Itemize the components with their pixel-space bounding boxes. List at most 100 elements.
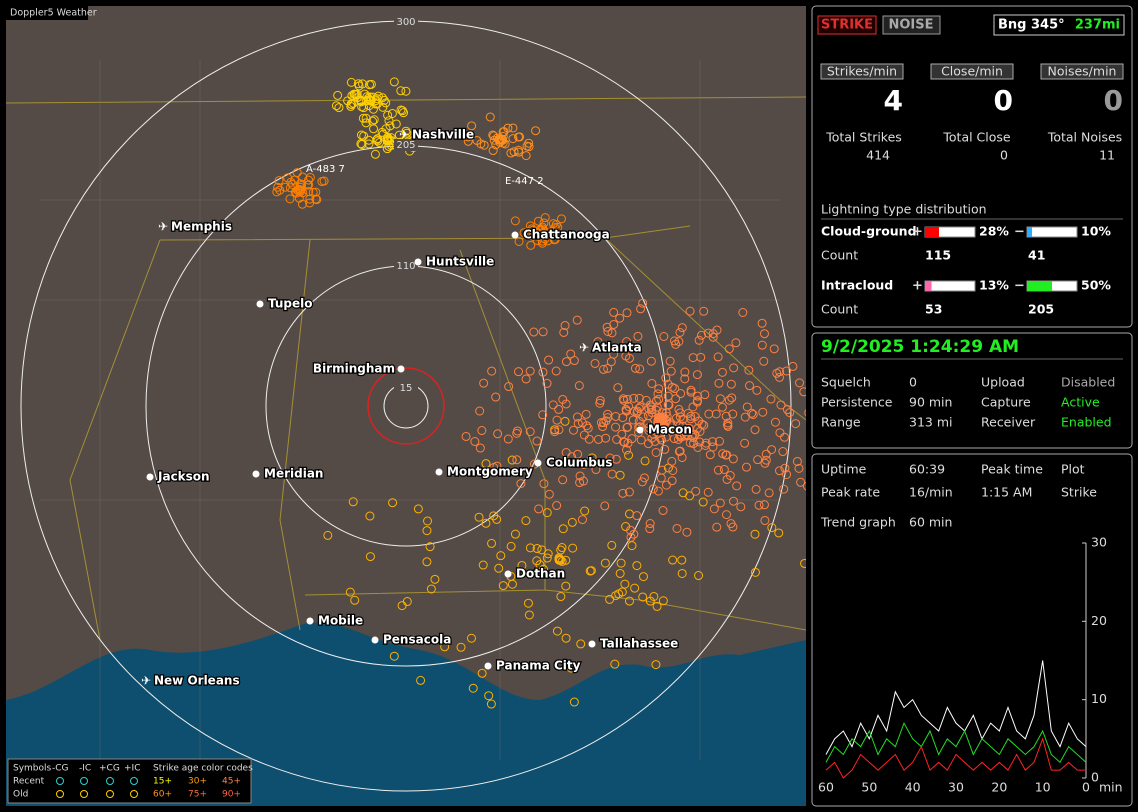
strike-symbol	[603, 363, 613, 373]
strike-symbol	[532, 235, 542, 245]
strike-symbol	[532, 436, 542, 446]
strike-symbol	[556, 214, 566, 224]
strike-symbol	[311, 194, 321, 204]
strike-symbol	[667, 476, 677, 486]
strike-symbol	[525, 543, 535, 553]
strike-symbol	[622, 308, 632, 318]
strike-symbol	[717, 402, 727, 412]
strike-symbol	[539, 218, 549, 228]
strike-symbol	[373, 91, 383, 101]
strike-symbol	[331, 101, 341, 111]
strike-symbol	[630, 363, 640, 373]
strike-symbol	[796, 477, 806, 487]
strike-symbol	[353, 79, 363, 89]
strike-symbol	[744, 365, 754, 375]
city-label: Montgomery	[447, 465, 533, 479]
airport-icon: ✈	[141, 674, 151, 688]
strike-symbol	[345, 587, 355, 597]
strike-button[interactable]	[817, 15, 877, 35]
strike-symbol	[651, 396, 661, 406]
strike-symbol	[721, 510, 731, 520]
strike-symbol	[620, 579, 630, 589]
strike-symbol	[677, 323, 687, 333]
strike-symbol	[489, 131, 499, 141]
strike-symbol	[600, 558, 610, 568]
sign: −	[1014, 279, 1025, 294]
strike-symbol	[573, 419, 583, 429]
strike-symbol	[643, 411, 653, 421]
strike-symbol	[305, 172, 315, 182]
strike-symbol	[707, 437, 717, 447]
setting-value: 90 min	[909, 395, 952, 410]
legend-row: Old	[13, 790, 28, 800]
city-label: Panama City	[496, 659, 581, 673]
strike-symbol	[581, 409, 591, 419]
strike-symbol	[531, 126, 541, 136]
strike-symbol	[646, 402, 656, 412]
strike-symbol	[603, 326, 613, 336]
strike-symbol	[401, 126, 411, 136]
strike-symbol	[724, 344, 734, 354]
trend-window: 60 min	[909, 515, 952, 530]
strike-symbol	[467, 633, 477, 643]
strike-symbol	[622, 394, 632, 404]
strike-symbol	[470, 437, 480, 447]
strike-symbol	[663, 379, 673, 389]
city-dot	[397, 365, 405, 373]
strike-symbol	[653, 486, 663, 496]
strike-symbol	[683, 408, 693, 418]
strike-symbol	[566, 349, 576, 359]
ring-label: 205	[396, 140, 415, 151]
city-label: Columbus	[546, 456, 613, 470]
distribution-title: Lightning type distribution	[821, 202, 987, 217]
strike-symbol	[788, 361, 798, 371]
strike-symbol	[616, 558, 626, 568]
strike-symbol	[423, 516, 433, 526]
strike-symbol	[647, 378, 657, 388]
strike-symbol	[640, 456, 650, 466]
x-tick-label: 0	[1082, 780, 1090, 795]
strike-symbol	[416, 675, 426, 685]
strike-symbol	[678, 488, 688, 498]
stat-value: 16/min	[909, 485, 953, 500]
strike-symbol	[724, 395, 734, 405]
strike-symbol	[488, 146, 498, 156]
map-annotation: E-447 2	[505, 176, 544, 187]
setting-value: 0	[909, 375, 917, 390]
strike-symbol	[757, 340, 767, 350]
strike-symbol	[676, 430, 686, 440]
strike-symbol	[272, 187, 282, 197]
strike-symbol	[566, 663, 576, 673]
strike-symbol	[624, 450, 634, 460]
strike-symbol	[751, 484, 761, 494]
strike-symbol	[747, 408, 757, 418]
city-dot	[504, 570, 512, 578]
legend-label: Symbols	[13, 764, 52, 774]
count-label: Count	[821, 302, 858, 317]
strike-symbol	[729, 496, 739, 506]
strike-symbol	[770, 417, 780, 427]
strike-symbol	[586, 566, 596, 576]
strike-symbol	[603, 458, 613, 468]
strike-symbol	[391, 119, 401, 129]
percent: 13%	[979, 278, 1009, 293]
noise-button[interactable]	[882, 15, 941, 35]
strike-symbol	[510, 529, 520, 539]
strike-symbol	[554, 425, 564, 435]
strike-symbol	[774, 466, 784, 476]
distribution-name: Intracloud	[821, 278, 893, 293]
city-label: Atlanta	[592, 341, 642, 355]
strike-symbol	[413, 504, 423, 514]
legend-icon	[130, 790, 138, 798]
strike-symbol	[559, 327, 569, 337]
setting-label: Squelch	[821, 375, 871, 390]
strike-symbol	[759, 500, 769, 510]
legend-symbol: -CG	[52, 764, 69, 774]
strike-symbol	[802, 481, 806, 491]
strike-symbol	[659, 332, 669, 342]
strike-symbol	[754, 500, 764, 510]
strike-symbol	[478, 560, 488, 570]
strike-symbol	[550, 427, 560, 437]
strike-symbol	[591, 465, 601, 475]
noise-button-label: NOISE	[888, 18, 933, 33]
